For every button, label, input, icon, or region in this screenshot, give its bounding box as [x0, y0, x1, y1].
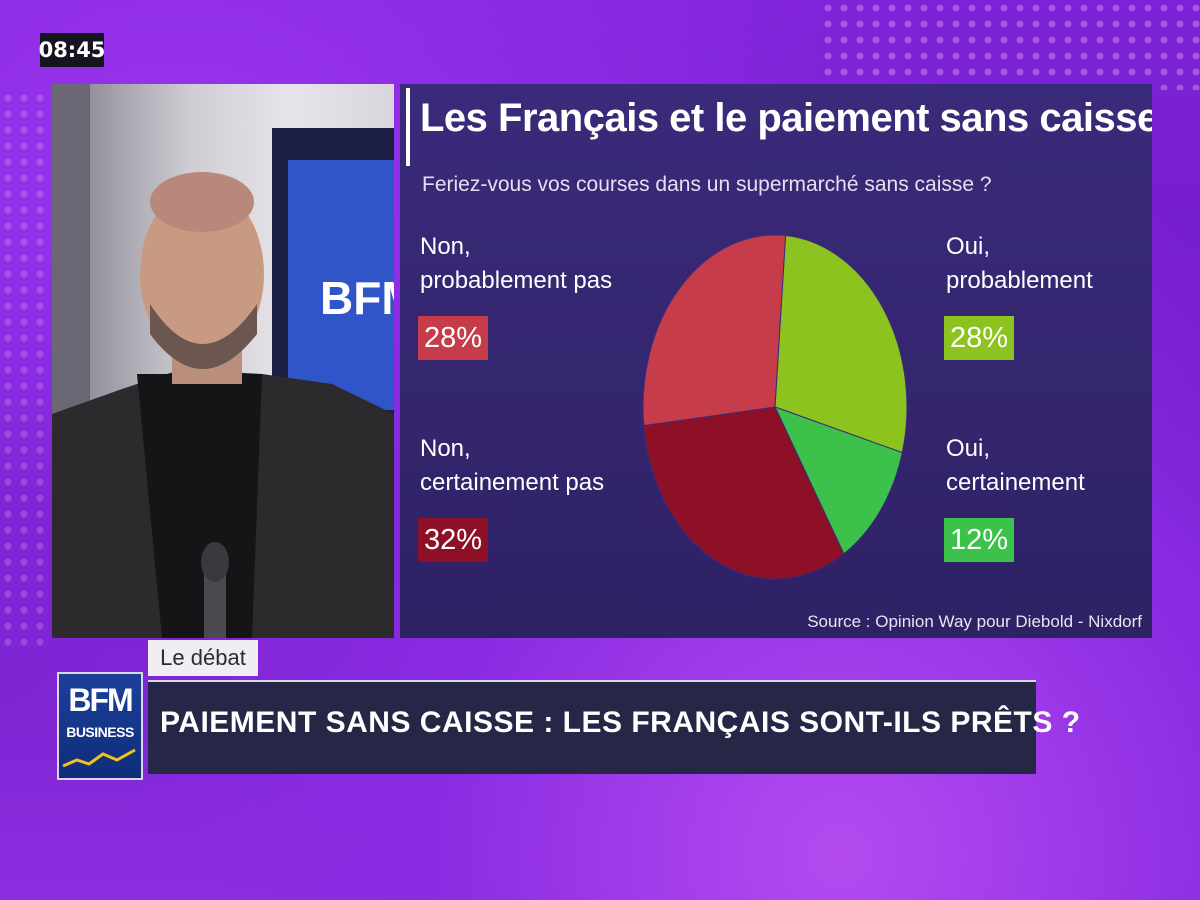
label-non-probablement: Non, probablement pas	[420, 230, 612, 298]
source-credit: Source : Opinion Way pour Diebold - Nixd…	[807, 612, 1142, 631]
label-line: Non,	[420, 435, 471, 462]
label-line: probablement	[946, 267, 1093, 294]
background-dots-left	[0, 90, 52, 650]
studio-screen	[288, 160, 394, 410]
label-non-certainement: Non, certainement pas	[420, 432, 604, 500]
survey-question: Feriez-vous vos courses dans un supermar…	[422, 173, 992, 196]
label-line: Oui,	[946, 435, 991, 462]
turtleneck	[137, 374, 262, 638]
pie-slice-non-certainement-pas	[643, 406, 845, 580]
logo-chart-icon	[62, 748, 136, 768]
label-line: certainement	[946, 469, 1085, 496]
logo-bfm-text: BFM	[68, 682, 133, 718]
logo-business-text: BUSINESS	[66, 724, 134, 740]
label-line: Oui,	[946, 233, 991, 260]
pct-non-probablement: 28%	[418, 316, 489, 360]
bald-scalp	[150, 172, 254, 232]
segment-tag: Le débat	[148, 640, 258, 676]
guest-video: BFM BUSIN	[52, 84, 394, 638]
pie-slice-oui-certainement	[774, 406, 903, 555]
label-line: Non,	[420, 233, 471, 260]
bfm-business-logo: BFM BUSINESS	[57, 672, 143, 780]
title-accent-bar	[406, 88, 410, 166]
clock: 08:45	[39, 33, 105, 67]
pie-slice-oui-probablement	[774, 234, 908, 454]
background-dots-top	[820, 0, 1200, 90]
pct-non-certainement: 32%	[418, 518, 489, 562]
pct-oui-certainement: 12%	[944, 518, 1015, 562]
label-line: probablement pas	[420, 267, 613, 294]
label-oui-certainement: Oui, certainement	[946, 432, 1085, 500]
guest-illustration: BFM BUSIN	[52, 84, 394, 638]
microphone	[201, 542, 229, 582]
beard	[150, 304, 257, 369]
pct-oui-probablement: 28%	[944, 316, 1015, 360]
infographic-panel: Les Français et le paiement sans caisse …	[400, 84, 1152, 638]
head	[140, 186, 264, 362]
headline-bar: PAIEMENT SANS CAISSE : LES FRANÇAIS SONT…	[148, 680, 1080, 774]
pie-slice-non-probablement-pas	[642, 234, 787, 427]
label-oui-probablement: Oui, probablement	[946, 230, 1093, 298]
label-line: certainement pas	[420, 469, 605, 496]
screen-logo-text: BFM BUSIN	[320, 272, 394, 324]
pie-chart	[642, 234, 908, 580]
infographic-title: Les Français et le paiement sans caisse	[420, 96, 1152, 140]
headline-text: PAIEMENT SANS CAISSE : LES FRANÇAIS SONT…	[160, 706, 1081, 739]
